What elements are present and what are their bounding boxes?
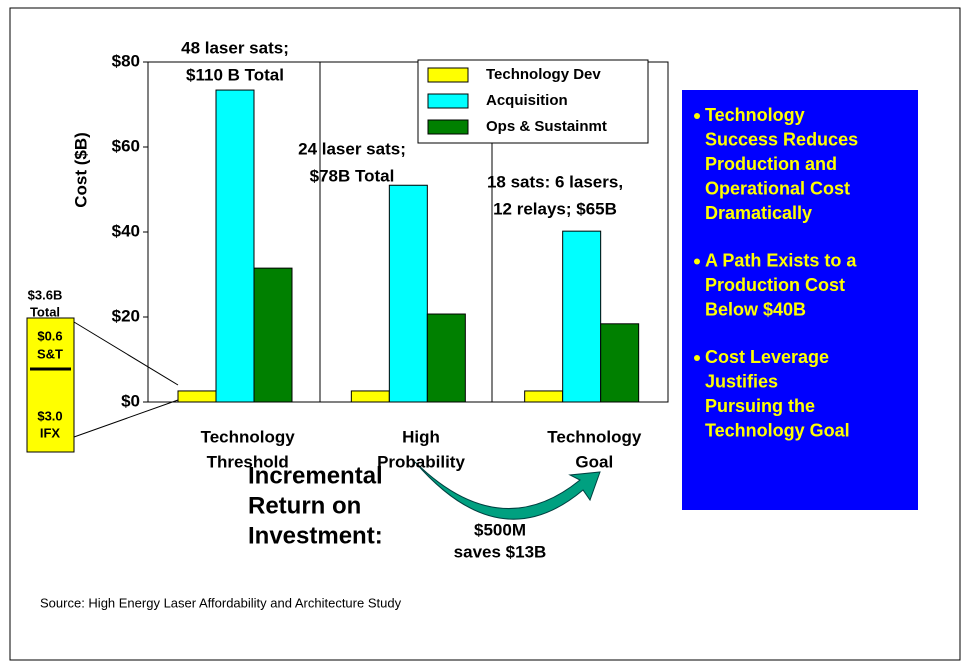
- bullet-text: Production Cost: [705, 275, 845, 295]
- bullet-text: Technology Goal: [705, 420, 850, 440]
- x-tick-label: Goal: [575, 452, 613, 471]
- bullet-text: Pursuing the: [705, 396, 815, 416]
- legend-label: Technology Dev: [486, 66, 601, 83]
- source: Source: High Energy Laser Affordability …: [40, 595, 402, 610]
- side-note: S&T: [37, 346, 63, 361]
- bar: [562, 230, 602, 403]
- bar: [177, 390, 217, 403]
- y-tick-label: $40: [112, 221, 140, 240]
- side-note: IFX: [40, 425, 61, 440]
- side-note: $3.6B: [28, 287, 63, 302]
- y-tick-label: $60: [112, 136, 140, 155]
- bullet-text: Production and: [705, 154, 837, 174]
- annotation: 48 laser sats;: [181, 38, 289, 57]
- annotation: $110 B Total: [186, 65, 284, 84]
- x-tick-label: High: [402, 427, 440, 446]
- bullet-dot: [694, 113, 700, 119]
- roi-label: Investment:: [248, 522, 383, 549]
- bullet-text: Justifies: [705, 371, 778, 391]
- roi-value: $500M: [474, 520, 526, 539]
- bar: [350, 390, 390, 403]
- bullet-text: Cost Leverage: [705, 347, 829, 367]
- roi-value: saves $13B: [454, 542, 547, 561]
- bar: [253, 267, 293, 403]
- arrow: [414, 461, 601, 520]
- bullet-dot: [694, 258, 700, 265]
- annotation: $78B Total: [310, 166, 395, 185]
- frame: [9, 7, 961, 661]
- annotation: 18 sats: 6 lasers,: [487, 172, 623, 191]
- bar: [426, 313, 466, 403]
- legend-swatch: [427, 67, 469, 83]
- bullet-text: Success Reduces: [705, 129, 858, 149]
- x-tick-label: Threshold: [207, 452, 289, 471]
- bar: [388, 184, 428, 403]
- roi-label: Incremental: [248, 462, 383, 489]
- annotation: 24 laser sats;: [298, 139, 406, 158]
- x-tick-label: Probability: [377, 452, 465, 471]
- y-tick-label: $0: [121, 391, 140, 410]
- side-note: $0.6: [37, 328, 62, 343]
- bullet-text: A Path Exists to a: [705, 250, 857, 270]
- bullet-text: Operational Cost: [705, 178, 850, 198]
- bar: [524, 390, 564, 403]
- x-tick-label: Technology: [547, 427, 642, 446]
- bullet-text: Technology: [705, 105, 805, 125]
- legend-swatch: [427, 119, 469, 135]
- y-axis-label: Cost ($B): [71, 132, 90, 208]
- roi-label: Return on: [248, 492, 361, 519]
- bullet-box: [682, 90, 918, 510]
- bullet-dot: [694, 355, 700, 361]
- legend-swatch: [427, 93, 469, 109]
- y-tick-label: $80: [112, 51, 140, 70]
- side-note: $3.0: [37, 408, 62, 423]
- bar: [600, 323, 640, 403]
- legend-label: Ops & Sustainmt: [486, 118, 607, 135]
- bar: [215, 89, 255, 403]
- side-note: Total: [30, 304, 60, 319]
- side-box: [26, 317, 75, 453]
- bullet-text: Below $40B: [705, 299, 806, 319]
- x-tick-label: Technology: [201, 427, 296, 446]
- leader: [73, 321, 179, 386]
- bullet-text: Dramatically: [705, 203, 812, 223]
- leader: [73, 399, 179, 438]
- annotation: 12 relays; $65B: [493, 199, 617, 218]
- legend-label: Acquisition: [486, 92, 568, 109]
- y-tick-label: $20: [112, 306, 140, 325]
